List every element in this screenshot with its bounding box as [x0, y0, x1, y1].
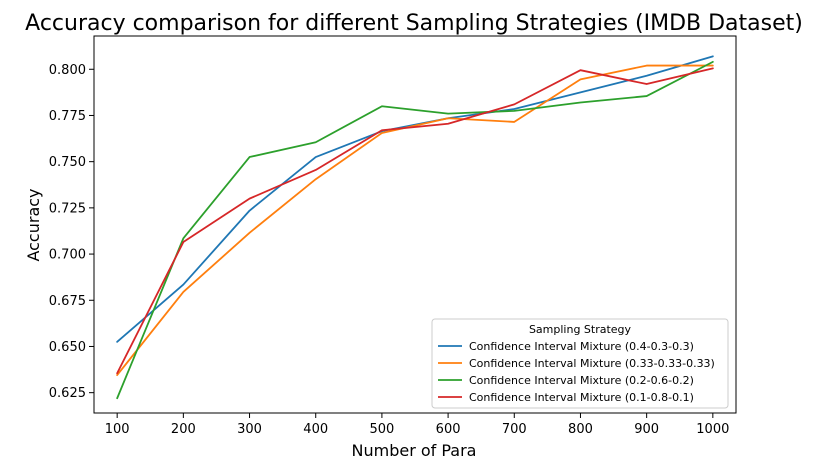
x-tick-label-600: 600 [436, 422, 461, 437]
y-tick-label-7: 0.800 [49, 63, 86, 78]
legend: Sampling Strategy Confidence Interval Mi… [431, 318, 729, 409]
y-axis-label: Accuracy [24, 188, 43, 261]
y-tick-label-6: 0.775 [49, 109, 86, 124]
y-tick-label-1: 0.650 [49, 340, 86, 355]
y-tick-label-5: 0.750 [49, 155, 86, 170]
x-axis-label: Number of Para [352, 441, 477, 460]
x-tick-label-100: 100 [105, 422, 130, 437]
legend-label-1: Confidence Interval Mixture (0.4-0.3-0.3… [469, 340, 694, 353]
x-tick-label-200: 200 [171, 422, 196, 437]
chart-title: Accuracy comparison for different Sampli… [25, 11, 803, 36]
plot-frame [93, 35, 737, 414]
y-tick-label-4: 0.725 [49, 201, 86, 216]
x-tick-label-700: 700 [502, 422, 527, 437]
series-line-3 [116, 60, 714, 400]
x-tick-label-800: 800 [568, 422, 593, 437]
series-layer [116, 55, 714, 400]
x-tick-label-300: 300 [237, 422, 262, 437]
y-tick-label-2: 0.675 [49, 294, 86, 309]
legend-label-2: Confidence Interval Mixture (0.33-0.33-0… [469, 357, 715, 370]
legend-box [431, 318, 729, 409]
legend-label-3: Confidence Interval Mixture (0.2-0.6-0.2… [469, 374, 694, 387]
series-line-2 [116, 64, 714, 377]
x-tick-label-900: 900 [634, 422, 659, 437]
y-tick-label-0: 0.625 [49, 386, 86, 401]
series-line-4 [116, 67, 714, 375]
x-tick-label-500: 500 [369, 422, 394, 437]
x-axis-ticks: 100 200 300 400 500 600 700 800 900 1000 [105, 413, 729, 437]
series-line-1 [116, 55, 714, 343]
y-tick-label-3: 0.700 [49, 248, 86, 263]
x-tick-label-400: 400 [303, 422, 328, 437]
legend-title: Sampling Strategy [529, 323, 632, 336]
legend-label-4: Confidence Interval Mixture (0.1-0.8-0.1… [469, 391, 694, 404]
x-tick-label-1000: 1000 [696, 422, 729, 437]
y-axis-ticks: 0.625 0.650 0.675 0.700 0.725 0.750 0.775 0.800 [49, 63, 94, 401]
legend-entries: Confidence Interval Mixture (0.4-0.3-0.3… [438, 340, 715, 404]
